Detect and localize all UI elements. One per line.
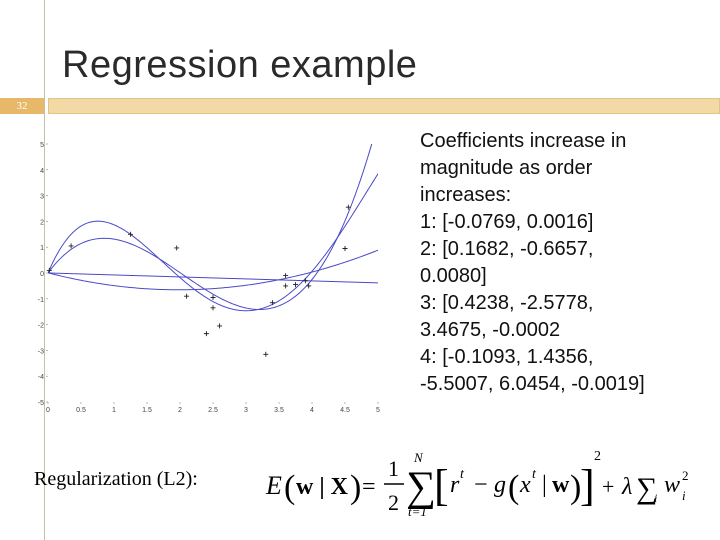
y-tick-label: 2 — [40, 219, 44, 226]
data-point — [283, 273, 289, 279]
text-line: Coefficients increase in — [420, 130, 627, 152]
y-tick-label: 5 — [40, 142, 44, 149]
formula-x-sup: t — [532, 467, 537, 482]
formula-paren: ( — [284, 469, 295, 506]
fit-curve-order-1 — [48, 272, 378, 284]
formula-paren: ) — [350, 469, 361, 506]
y-tick-label: 3 — [40, 194, 44, 201]
fit-curve-order-4 — [48, 173, 378, 312]
slide-number: 32 — [16, 100, 28, 112]
y-tick-label: -4 — [38, 374, 44, 381]
text-line: 1: [-0.0769, 0.0016] — [420, 211, 594, 233]
text-line: 3: [0.4238, -2.5778, — [420, 292, 594, 314]
slide-number-bar — [0, 98, 44, 114]
formula-square: 2 — [594, 449, 601, 464]
text-line: magnitude as order — [420, 157, 593, 179]
formula-minus: − — [474, 472, 488, 498]
data-point — [293, 282, 298, 288]
formula-frac-num: 1 — [388, 456, 399, 481]
formula-paren: ) — [570, 469, 581, 506]
data-point — [345, 204, 351, 210]
formula-r-sup: t — [460, 467, 465, 482]
data-point — [269, 300, 275, 306]
fit-curve-order-3 — [48, 144, 373, 310]
x-tick-label: 0 — [46, 407, 50, 414]
x-tick-label: 1.5 — [142, 407, 152, 414]
formula-wi-sub: i — [682, 488, 686, 503]
data-point — [210, 305, 216, 311]
data-point — [46, 267, 52, 273]
formula-x: x — [519, 472, 531, 498]
text-line: 3.4675, -0.0002 — [420, 319, 561, 341]
formula-E: E — [265, 471, 282, 500]
text-line: increases: — [420, 184, 512, 206]
left-rule — [44, 0, 45, 540]
regularization-label: Regularization (L2): — [34, 468, 198, 490]
data-point — [263, 351, 269, 357]
data-point — [283, 283, 289, 289]
y-tick-label: -3 — [38, 348, 44, 355]
data-point — [184, 293, 190, 299]
formula-sum-i: i — [654, 491, 657, 505]
y-tick-label: -5 — [38, 400, 44, 407]
formula-plus: + — [602, 474, 614, 499]
formula-bracket: [ — [434, 461, 449, 510]
text-line: 4: [-0.1093, 1.4356, — [420, 346, 594, 368]
data-point — [174, 245, 180, 251]
l2-regularization-formula: E ( w | X ) = 1 2 N ∑ t=1 [ r t − g ( x … — [265, 449, 689, 519]
data-point — [203, 331, 209, 337]
formula-g: g — [494, 472, 506, 498]
fit-curve-order-2 — [48, 249, 378, 291]
sum-symbol: ∑ — [406, 464, 436, 510]
data-point — [302, 278, 308, 284]
text-line: 2: [0.1682, -0.6657, — [420, 238, 594, 260]
x-tick-label: 4.5 — [340, 407, 350, 414]
formula-w: w — [552, 472, 570, 498]
x-tick-label: 2 — [178, 407, 182, 414]
sum-symbol: ∑ — [636, 472, 657, 505]
x-tick-label: 4 — [310, 407, 314, 414]
formula-paren: ( — [508, 469, 519, 506]
y-tick-label: -1 — [38, 297, 44, 304]
x-tick-label: 0.5 — [76, 407, 86, 414]
formula-r: r — [450, 472, 460, 498]
data-point — [210, 295, 216, 301]
formula-sum-top: N — [413, 450, 424, 465]
y-tick-label: 4 — [40, 168, 44, 175]
data-point — [342, 245, 348, 251]
formula-frac-den: 2 — [388, 490, 399, 515]
header-bar — [48, 98, 720, 114]
data-point — [306, 283, 312, 289]
formula-wi-sup: 2 — [682, 468, 689, 483]
formula-bracket: ] — [580, 461, 595, 510]
x-tick-label: 3.5 — [274, 407, 284, 414]
formula-wi: w — [664, 472, 680, 498]
data-point — [217, 323, 223, 329]
x-tick-label: 5 — [376, 407, 380, 414]
data-point — [128, 231, 133, 237]
data-point — [68, 243, 74, 249]
coefficients-text: Coefficients increase in magnitude as or… — [420, 128, 710, 398]
formula-bar: | — [542, 472, 547, 498]
x-tick-label: 2.5 — [208, 407, 218, 414]
formula-equals: = — [362, 474, 376, 500]
text-line: 0.0080] — [420, 265, 487, 287]
formula-args: w | X — [296, 474, 349, 500]
y-tick-label: 0 — [40, 271, 44, 278]
formula-sum-bottom: t=1 — [408, 504, 427, 519]
formula-lambda: λ — [621, 474, 632, 500]
y-tick-label: -2 — [38, 323, 44, 330]
x-tick-label: 1 — [112, 407, 116, 414]
text-line: -5.5007, 6.0454, -0.0019] — [420, 373, 645, 395]
slide-title: Regression example — [62, 44, 418, 86]
y-tick-label: 1 — [40, 245, 44, 252]
x-tick-label: 3 — [244, 407, 248, 414]
